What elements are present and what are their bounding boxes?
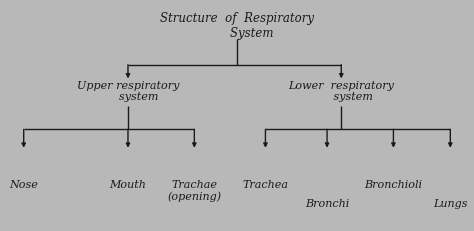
Text: Trachae
(opening): Trachae (opening)	[167, 180, 221, 202]
Text: Trachea: Trachea	[242, 180, 289, 190]
Text: Lungs: Lungs	[433, 199, 467, 209]
Text: Lower  respiratory
       system: Lower respiratory system	[288, 81, 394, 103]
Text: Structure  of  Respiratory
        System: Structure of Respiratory System	[160, 12, 314, 40]
Text: Bronchioli: Bronchioli	[365, 180, 422, 190]
Text: Bronchi: Bronchi	[305, 199, 349, 209]
Text: Upper respiratory
      system: Upper respiratory system	[77, 81, 179, 103]
Text: Mouth: Mouth	[109, 180, 146, 190]
Text: Nose: Nose	[9, 180, 38, 190]
